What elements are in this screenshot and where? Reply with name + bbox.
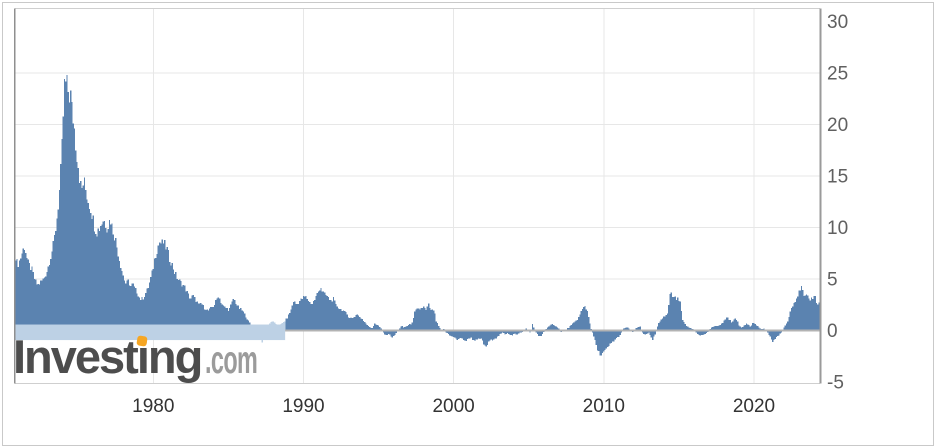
light-band (15, 324, 286, 341)
watermark-letter-i: i (136, 330, 150, 383)
y-axis-line (819, 8, 822, 384)
x-axis-tick-label: 1990 (282, 396, 324, 417)
y-axis-tick-label: -5 (827, 373, 844, 394)
watermark-brand: Investi ng (13, 330, 203, 383)
watermark-text-ng: ng (147, 330, 203, 383)
plot-borders (14, 8, 822, 384)
y-axis-tick-label: 0 (827, 321, 838, 342)
x-axis-tick-label: 2000 (432, 396, 474, 417)
x-axis-labels: 1980 1990 2000 2010 2020 (132, 396, 775, 417)
gridlines (15, 8, 820, 384)
y-axis-tick-label: 25 (827, 64, 848, 85)
investing-watermark: Investi ng .com (13, 333, 292, 383)
y-axis-tick-label: 5 (827, 270, 838, 291)
watermark-text-invest: Invest (13, 330, 139, 383)
watermark-com: .com (205, 339, 258, 382)
x-axis-tick-label: 2010 (583, 396, 625, 417)
y-axis-tick-label: 30 (827, 12, 848, 33)
watermark-orange-dot-icon (136, 335, 148, 347)
zero-line (15, 329, 820, 332)
bars-series (15, 75, 820, 356)
x-axis-tick-label: 2020 (733, 396, 775, 417)
y-axis-tick-label: 15 (827, 167, 848, 188)
y-axis-tick-label: 10 (827, 218, 848, 239)
x-axis-tick-label: 1980 (132, 396, 174, 417)
y-axis-tick-label: 20 (827, 115, 848, 136)
y-axis-labels: 30 25 20 15 10 5 0 -5 (827, 12, 848, 394)
